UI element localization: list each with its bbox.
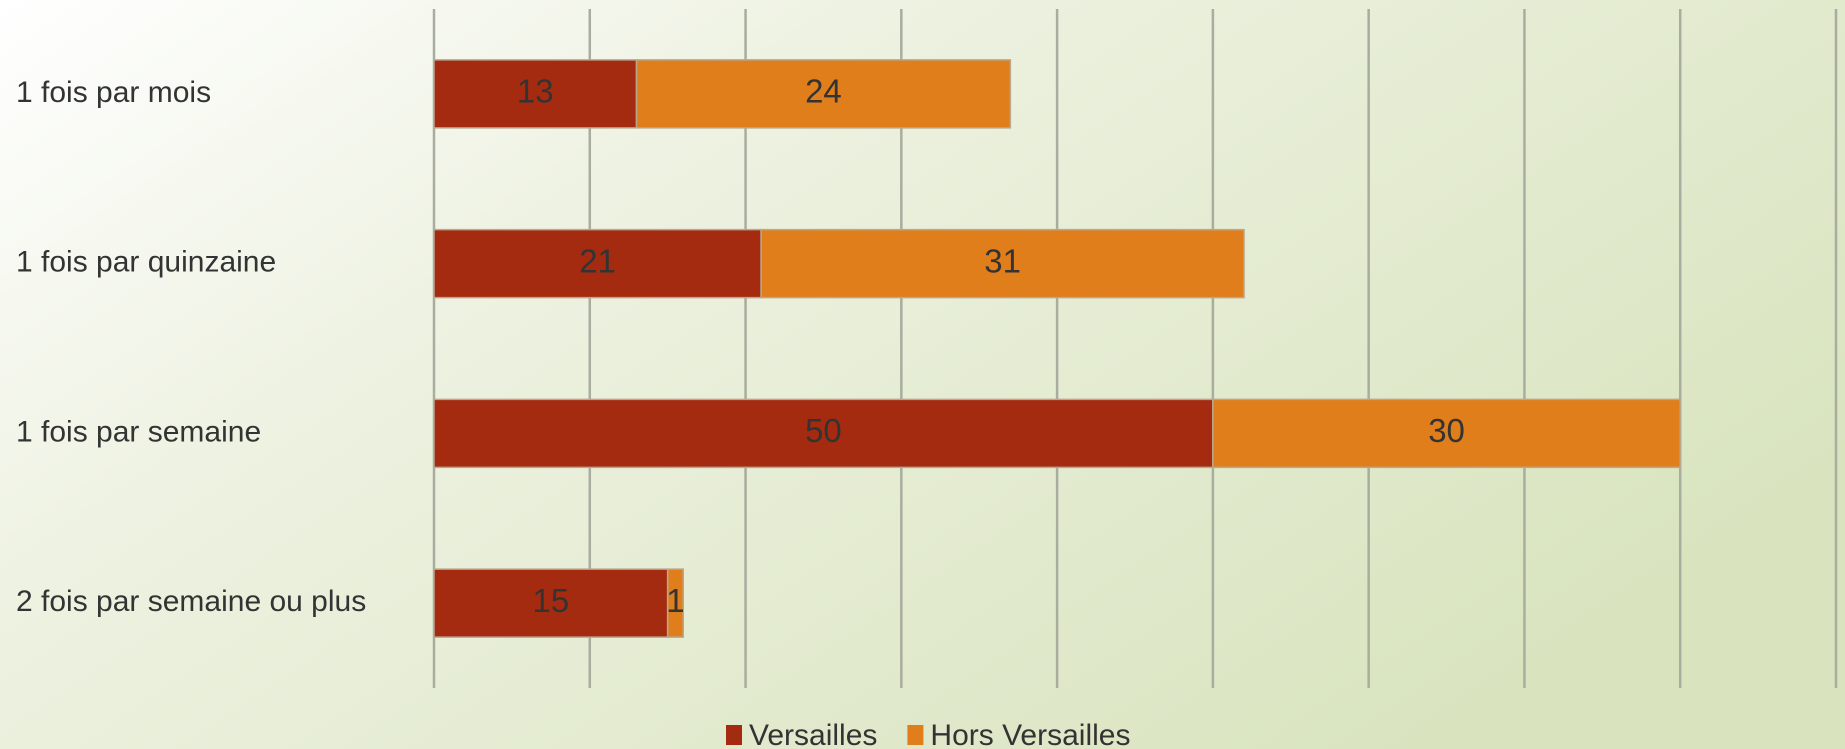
data-label: 24 <box>805 73 842 110</box>
bar-segment <box>666 568 684 638</box>
data-label: 31 <box>984 242 1021 279</box>
bar-segment <box>433 228 762 299</box>
category-label: 1 fois par quinzaine <box>16 246 276 279</box>
bar-segment <box>1212 398 1681 469</box>
legend-swatch <box>726 725 742 745</box>
bar-segment <box>635 59 1012 129</box>
bar-segment <box>433 59 638 129</box>
category-label: 1 fois par semaine <box>16 415 261 448</box>
bar-segment <box>760 228 1245 299</box>
data-label: 30 <box>1428 412 1465 449</box>
bar-segment <box>433 568 669 638</box>
data-label: 1 <box>666 582 684 619</box>
data-label: 15 <box>532 582 569 619</box>
data-label: 13 <box>517 73 554 110</box>
legend-swatch <box>907 725 924 745</box>
legend-label: Versailles <box>749 719 877 749</box>
category-label: 2 fois par semaine ou plus <box>16 585 366 618</box>
data-label: 21 <box>579 242 616 279</box>
data-label: 50 <box>805 412 842 449</box>
bar-segment <box>433 398 1214 469</box>
legend-label: Hors Versailles <box>930 719 1130 749</box>
category-label: 1 fois par mois <box>16 76 211 109</box>
